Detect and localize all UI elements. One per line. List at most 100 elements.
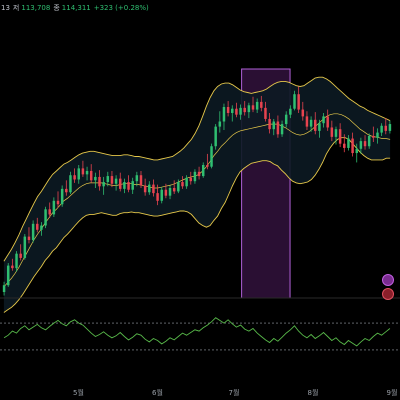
candle-body	[160, 189, 163, 201]
candle-body	[197, 171, 201, 177]
candle-body	[23, 236, 27, 258]
candle-body	[193, 171, 197, 182]
candle-body	[305, 116, 309, 127]
candle-body	[89, 170, 93, 181]
candle-body	[106, 176, 110, 183]
band-fill	[3, 77, 391, 313]
candle-body	[293, 94, 296, 109]
flag-icon[interactable]	[382, 288, 394, 300]
candle-body	[289, 108, 292, 115]
candle-body	[301, 109, 305, 117]
candle-body	[69, 175, 72, 193]
band-lower	[3, 137, 391, 313]
candle-body	[156, 193, 159, 201]
candle-body	[226, 107, 230, 113]
candle-body	[2, 285, 6, 293]
candle-body	[56, 200, 60, 205]
candle-body	[139, 175, 143, 186]
x-tick-label: 6월	[152, 388, 163, 397]
candle-body	[243, 107, 246, 113]
candle-body	[326, 116, 329, 128]
candle-body	[347, 138, 350, 148]
candle-body	[36, 223, 39, 230]
candle-body	[123, 182, 126, 189]
candle-body	[239, 107, 242, 115]
candle-body	[11, 265, 14, 269]
x-tick-label: 9월	[387, 388, 398, 397]
candle-body	[19, 253, 22, 258]
candle-body	[255, 101, 259, 110]
candle-body	[60, 188, 64, 205]
candle-body	[218, 121, 222, 127]
candle-body	[102, 182, 105, 187]
candle-body	[231, 108, 234, 113]
candle-body	[280, 124, 284, 135]
candle-body	[376, 132, 379, 138]
ohlc-header: 13 저 113,708 종 114,311 +323 (+0.28%)	[1, 3, 149, 12]
candle-body	[201, 164, 205, 177]
candle-body	[363, 141, 367, 147]
candle-body	[65, 188, 68, 193]
candle-body	[181, 182, 184, 187]
candle-body	[384, 125, 388, 131]
lightning-icon[interactable]	[382, 274, 394, 286]
candle-body	[131, 181, 134, 190]
candle-body	[367, 136, 371, 147]
candle-body	[152, 184, 155, 194]
x-tick-label: 8월	[308, 388, 319, 397]
x-tick-label: 7월	[229, 388, 240, 397]
candle-body	[314, 119, 317, 131]
candle-body	[98, 176, 101, 187]
candle-body	[268, 118, 271, 130]
candle-body	[330, 127, 334, 137]
candle-body	[380, 125, 383, 133]
candle-body	[44, 209, 47, 226]
candle-body	[27, 236, 31, 241]
candle-body	[388, 124, 392, 131]
x-tick-label: 5월	[73, 388, 84, 397]
close-value: 114,311	[62, 4, 91, 12]
candle-body	[343, 143, 346, 148]
candle-body	[172, 188, 176, 192]
candle-body	[272, 121, 275, 130]
candle-body	[15, 253, 18, 269]
candle-body	[114, 178, 118, 184]
candle-body	[260, 101, 263, 108]
candle-body	[351, 138, 354, 154]
candle-body	[372, 136, 375, 138]
candle-body	[73, 175, 76, 180]
candle-body	[222, 107, 226, 122]
band-upper	[3, 76, 391, 262]
candle-body	[127, 182, 130, 190]
candle-body	[210, 146, 213, 167]
candle-body	[264, 107, 267, 119]
candle-body	[189, 177, 193, 182]
low-label: 저	[13, 3, 19, 12]
price-change: +323 (+0.28%)	[94, 4, 149, 12]
candle-body	[40, 225, 43, 230]
candle-body	[247, 105, 251, 113]
candle-body	[168, 188, 172, 196]
low-value: 113,708	[21, 4, 50, 12]
x-axis: 5월 6월 7월 8월 9월	[73, 388, 397, 397]
candle-body	[355, 148, 358, 154]
candle-body	[322, 116, 325, 124]
candle-body	[206, 164, 209, 167]
candle-body	[52, 200, 56, 215]
candle-body	[338, 129, 342, 144]
candle-body	[177, 182, 180, 192]
candle-body	[334, 129, 338, 137]
candle-body	[94, 176, 97, 181]
candle-body	[276, 121, 280, 135]
candle-body	[6, 265, 10, 286]
candle-body	[318, 123, 321, 131]
band-middle	[3, 113, 391, 288]
candle-body	[31, 223, 35, 241]
candle-body	[148, 184, 151, 193]
candle-body	[77, 168, 80, 180]
candle-body	[85, 170, 89, 175]
candle-body	[214, 126, 217, 147]
candle-body	[235, 108, 238, 115]
